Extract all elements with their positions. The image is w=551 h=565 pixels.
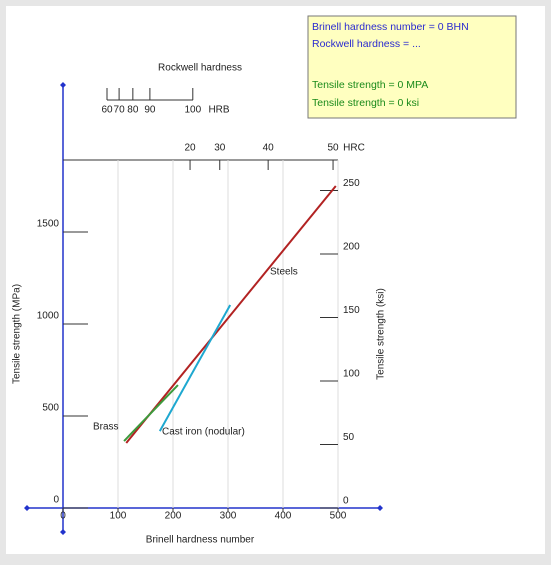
hrc-tick-label: 20 (184, 143, 196, 154)
y-tick-label: 1500 (37, 219, 60, 230)
x-tick-label: 200 (165, 511, 182, 522)
series-label: Cast iron (nodular) (162, 427, 245, 438)
hrb-tick-label: 90 (144, 105, 156, 116)
series-line (123, 384, 179, 442)
hrb-tick-label: 80 (127, 105, 139, 116)
readout-ksi: Tensile strength = 0 ksi (312, 97, 419, 109)
y2-tick-label: 250 (343, 178, 360, 189)
readout-brinell: Brinell hardness number = 0 BHN (312, 21, 469, 33)
y-tick-label: 1000 (37, 311, 60, 322)
hrb-tick-label: 70 (114, 105, 126, 116)
hrc-tick-label: 40 (263, 143, 275, 154)
hrb-unit: HRB (208, 105, 229, 116)
hrc-unit: HRC (343, 143, 365, 154)
y2-tick-label: 0 (343, 496, 349, 507)
y2-tick-label: 200 (343, 242, 360, 253)
series-label: Brass (93, 422, 119, 433)
x-tick-label: 300 (220, 511, 237, 522)
y2-tick-label: 150 (343, 305, 360, 316)
series-line (158, 304, 232, 432)
x-tick-label: 500 (330, 511, 347, 522)
y-axis-title: Tensile strength (MPa) (12, 284, 23, 384)
readout-box (307, 15, 517, 119)
y2-tick-label: 50 (343, 432, 355, 443)
readout-mpa: Tensile strength = 0 MPA (312, 79, 428, 91)
x-tick-label: 0 (60, 511, 66, 522)
x-tick-label: 100 (110, 511, 127, 522)
hrc-tick-label: 30 (214, 143, 226, 154)
hrb-tick-label: 100 (184, 105, 201, 116)
y-tick-label: 0 (53, 495, 59, 506)
x-axis-title: Brinell hardness number (146, 535, 255, 546)
y2-tick-label: 100 (343, 369, 360, 380)
hrb-tick-label: 60 (101, 105, 113, 116)
x-tick-label: 400 (275, 511, 292, 522)
series-line (125, 185, 337, 444)
readout-rockwell: Rockwell hardness = ... (312, 38, 421, 50)
y-tick-label: 500 (42, 403, 59, 414)
top-axis-title: Rockwell hardness (158, 63, 242, 74)
y2-axis-title: Tensile strength (ksi) (376, 288, 387, 380)
hrc-tick-label: 50 (327, 143, 339, 154)
readout-panel: Brinell hardness number = 0 BHN Rockwell… (307, 15, 517, 119)
series-label: Steels (270, 267, 298, 278)
